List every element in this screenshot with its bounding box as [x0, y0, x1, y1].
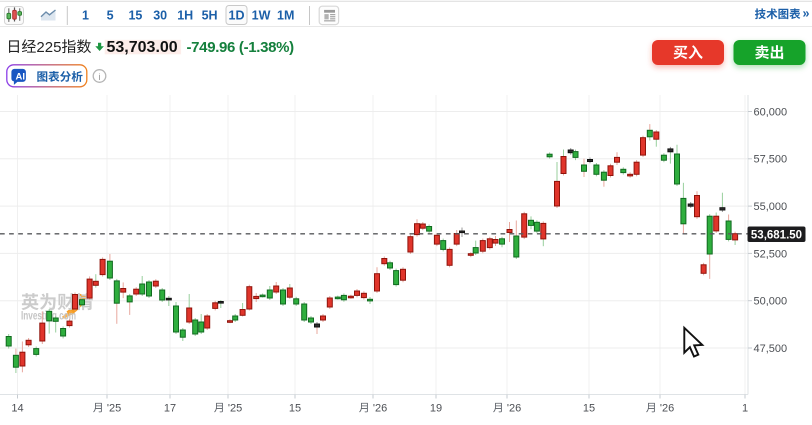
svg-text:60,000: 60,000 [754, 106, 788, 118]
svg-text:15: 15 [128, 9, 142, 23]
svg-text:225: 225 [36, 39, 61, 56]
svg-text:5H: 5H [202, 9, 218, 23]
svg-text:1: 1 [82, 9, 89, 23]
svg-text:AI: AI [16, 72, 26, 83]
svg-text:19: 19 [430, 403, 442, 415]
svg-text:52,500: 52,500 [754, 248, 788, 260]
svg-text:53,703.00: 53,703.00 [107, 39, 178, 56]
svg-text:-749.96 (-1.38%): -749.96 (-1.38%) [187, 39, 295, 56]
svg-text:1D: 1D [229, 9, 245, 23]
svg-text:1W: 1W [252, 9, 271, 23]
svg-text:30: 30 [153, 9, 167, 23]
svg-text:47,500: 47,500 [754, 343, 788, 355]
svg-text:15: 15 [583, 403, 595, 415]
svg-text:57,500: 57,500 [754, 154, 788, 166]
svg-text:53,681.50: 53,681.50 [751, 229, 802, 241]
svg-text:'26: '26 [504, 403, 521, 415]
svg-text:i: i [98, 72, 100, 83]
svg-text:'26: '26 [657, 403, 674, 415]
svg-text:'25: '25 [225, 403, 242, 415]
svg-text:»: » [803, 7, 810, 21]
svg-text:1H: 1H [177, 9, 193, 23]
svg-text:17: 17 [164, 403, 176, 415]
svg-text:14: 14 [11, 403, 23, 415]
svg-text:'25: '25 [104, 403, 121, 415]
svg-text:5: 5 [107, 9, 114, 23]
svg-text:'26: '26 [370, 403, 387, 415]
svg-text:55,000: 55,000 [754, 201, 788, 213]
svg-text:15: 15 [289, 403, 301, 415]
svg-text:1: 1 [742, 403, 748, 415]
svg-text:50,000: 50,000 [754, 296, 788, 308]
svg-text:1M: 1M [277, 9, 294, 23]
